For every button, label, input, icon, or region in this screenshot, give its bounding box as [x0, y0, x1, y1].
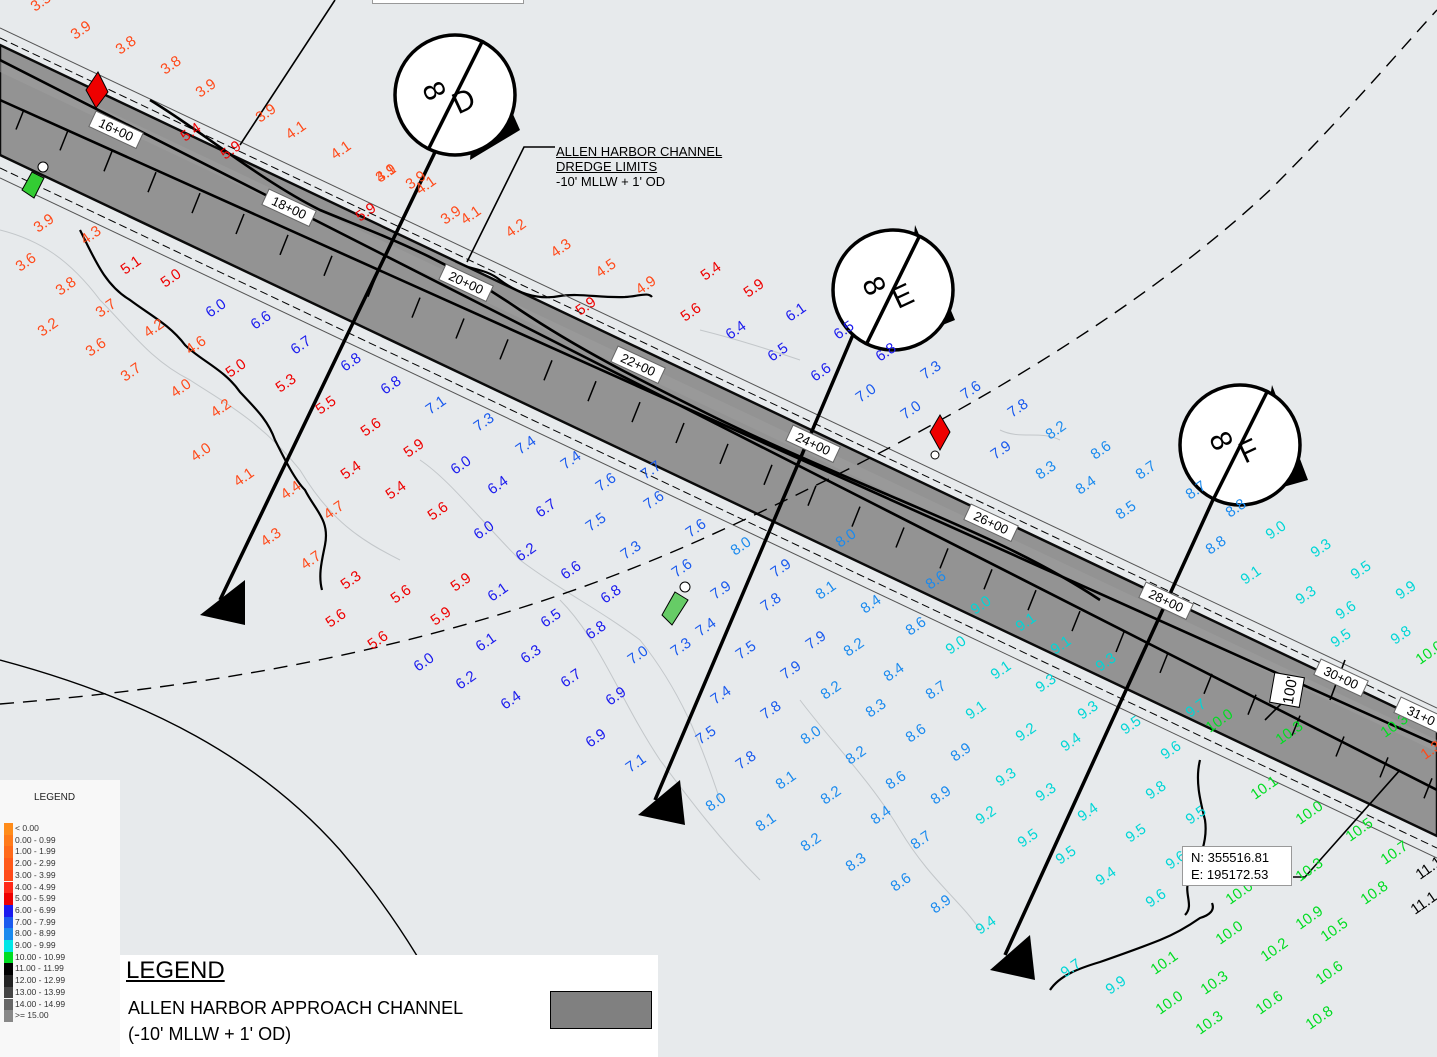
legend-swatch [4, 904, 13, 917]
channel-width-text: 100' [1280, 675, 1302, 706]
legend-range: 11.00 - 11.99 [4, 963, 120, 976]
legend-swatch [4, 858, 13, 870]
legend-range-label: 10.00 - 10.99 [15, 951, 66, 962]
legend-range: 5.00 - 5.99 [4, 893, 120, 905]
nav-aid-red-1 [85, 71, 109, 109]
legend-range: 6.00 - 6.99 [4, 904, 120, 917]
station-ticks [15, 109, 1433, 799]
channel-legend-line1: ALLEN HARBOR APPROACH CHANNEL [128, 998, 464, 1018]
legend-range-label: 9.00 - 9.99 [15, 940, 56, 950]
nav-aid-green-1 [21, 161, 49, 199]
depth-contours [0, 229, 1061, 931]
legend-range: 8.00 - 8.99 [4, 928, 120, 940]
legend-range-label: 1.00 - 1.99 [15, 846, 56, 857]
legend-range-label: 12.00 - 12.99 [15, 975, 66, 986]
station-labels: 16+0018+0020+0022+0024+0026+0028+0030+00… [88, 110, 1437, 736]
channel-legend: LEGEND ALLEN HARBOR APPROACH CHANNEL (-1… [120, 955, 658, 1057]
dredge-note-line2: DREDGE LIMITS [556, 159, 658, 174]
legend-range: 1.00 - 1.99 [4, 846, 120, 859]
legend-swatch [4, 823, 13, 835]
legend-range-label: 7.00 - 7.99 [15, 916, 56, 927]
legend-range-label: 0.00 - 0.99 [15, 834, 56, 845]
legend-swatch [4, 1010, 13, 1022]
legend-range-label: 14.00 - 14.99 [15, 998, 66, 1009]
legend-range: 9.00 - 9.99 [4, 940, 120, 952]
channel-toe-lines [0, 27, 1437, 859]
legend-range-label: 11.00 - 11.99 [15, 963, 64, 974]
legend-range: 10.00 - 10.99 [4, 951, 120, 964]
legend-range: 7.00 - 7.99 [4, 916, 120, 929]
top-label-box [372, 0, 524, 4]
legend-range: 4.00 - 4.99 [4, 881, 120, 894]
legend-range: 13.00 - 13.99 [4, 986, 120, 999]
section-line-f: 8 F [990, 383, 1308, 980]
northing-value: N: 355516.81 [1191, 850, 1270, 865]
legend-swatch [4, 951, 13, 964]
easting-value: E: 195172.53 [1191, 867, 1269, 882]
legend-range-label: 2.00 - 2.99 [15, 858, 56, 869]
depth-legend-title: LEGEND [34, 792, 76, 803]
section-line-d: 8 D [200, 33, 520, 625]
channel-legend-line2: (-10' MLLW + 1' OD) [128, 1024, 292, 1044]
legend-range-label: 6.00 - 6.99 [15, 904, 56, 915]
legend-range: < 0.00 [4, 823, 120, 835]
dredge-limit-lines [0, 37, 1437, 849]
legend-swatch [4, 940, 13, 952]
legend-swatch [4, 916, 13, 929]
legend-swatch [4, 986, 13, 999]
legend-swatch [4, 893, 13, 905]
channel-centerline [0, 58, 1437, 792]
legend-swatch [4, 963, 13, 976]
legend-swatch [4, 998, 13, 1011]
legend-range-label: 13.00 - 13.99 [15, 986, 66, 997]
coordinate-callout: N: 355516.81 E: 195172.53 [1182, 846, 1292, 886]
depth-color-legend: LEGEND < 0.00 0.00 - 0.99 1.00 - 1.99 2.00 … [0, 780, 120, 1057]
dredge-note-line1: ALLEN HARBOR CHANNEL [556, 144, 723, 159]
legend-swatch [4, 869, 13, 882]
legend-range-label: 3.00 - 3.99 [15, 869, 56, 880]
legend-range-label: 5.00 - 5.99 [15, 893, 56, 904]
nav-aid-red-2 [929, 414, 951, 460]
dredge-note-line3: -10' MLLW + 1' OD [556, 174, 666, 189]
legend-swatch [4, 881, 13, 894]
legend-swatch [4, 975, 13, 987]
legend-range: 2.00 - 2.99 [4, 858, 120, 870]
section-line-e: 8 E [638, 225, 955, 825]
channel-legend-swatch [550, 991, 652, 1029]
channel-width-label: 100' [1269, 672, 1305, 708]
legend-range-label: 4.00 - 4.99 [15, 881, 56, 892]
legend-range: >= 15.00 [4, 1010, 120, 1022]
legend-swatch [4, 846, 13, 859]
survey-arc [0, 9, 1437, 705]
legend-swatch [4, 834, 13, 847]
legend-range: 3.00 - 3.99 [4, 869, 120, 882]
leader-lines [239, 0, 1401, 878]
nav-aid-green-2 [661, 581, 691, 626]
legend-range: 0.00 - 0.99 [4, 834, 120, 847]
dredge-limits-callout: ALLEN HARBOR CHANNEL DREDGE LIMITS -10' … [556, 144, 722, 189]
legend-range-label: < 0.00 [15, 823, 39, 833]
legend-range-label: 8.00 - 8.99 [15, 928, 56, 939]
legend-swatch [4, 928, 13, 940]
legend-range-label: >= 15.00 [15, 1010, 49, 1021]
legend-range: 12.00 - 12.99 [4, 975, 120, 987]
channel-legend-heading: LEGEND [126, 957, 225, 984]
legend-range: 14.00 - 14.99 [4, 998, 120, 1011]
